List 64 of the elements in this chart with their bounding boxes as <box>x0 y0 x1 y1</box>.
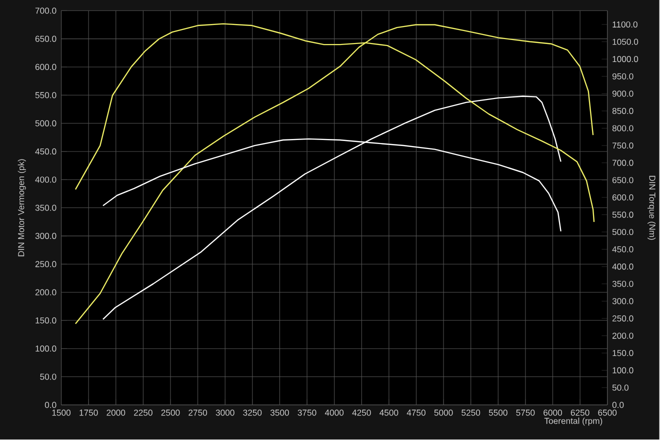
x-tick-label: 6500 <box>598 410 617 416</box>
y2-tick-label: 450.0 <box>612 246 634 253</box>
y2-tick-label: 0.0 <box>612 402 624 408</box>
x-tick-label: 1500 <box>52 410 71 416</box>
x-tick-label: 6000 <box>544 410 562 416</box>
x-tick-label: 5000 <box>434 410 453 416</box>
x-tick-label: 3250 <box>243 410 262 416</box>
y2-tick-label: 500.0 <box>612 229 634 236</box>
x-tick-label: 3500 <box>270 410 289 416</box>
y2-tick-label: 150.0 <box>612 350 634 356</box>
y-tick-label: 600.0 <box>35 64 56 70</box>
line-series <box>74 24 594 325</box>
y2-tick-label: 300.0 <box>612 298 634 304</box>
x-tick-label: 2000 <box>106 410 126 416</box>
x-tick-label: 5750 <box>516 410 535 416</box>
y2-tick-label: 950.0 <box>612 74 634 80</box>
y-tick-label: 350.0 <box>35 204 56 212</box>
y-tick-label: 200.0 <box>35 289 56 296</box>
y-tick-label: 150.0 <box>36 318 56 324</box>
y-tick-label: 400.0 <box>35 176 56 183</box>
x-tick-label: 2250 <box>134 410 152 416</box>
y2-tick-label: 750.0 <box>612 142 634 149</box>
y-tick-label: 500.0 <box>35 120 56 127</box>
y-tick-label: 250.0 <box>35 261 56 268</box>
x-tick-label: 3000 <box>216 410 234 416</box>
y2-tick-label: 400.0 <box>612 264 634 270</box>
y2-tick-label: 350.0 <box>612 281 634 288</box>
y-axis-title: DIN Motor Vermogen (pk) <box>18 159 26 256</box>
y2-axis-title: DIN Torque (Nm) <box>648 176 656 240</box>
y2-tick-label: 1100.0 <box>612 22 638 28</box>
y2-tick-label: 650.0 <box>612 177 634 184</box>
x-tick-label: 4250 <box>352 410 371 416</box>
x-tick-label: 5250 <box>462 410 480 416</box>
x-tick-label: 2750 <box>188 410 208 416</box>
y2-tick-label: 1000.0 <box>612 56 638 62</box>
y2-tick-label: 1050.0 <box>612 38 638 46</box>
y2-tick-label: 700.0 <box>612 160 634 166</box>
y-tick-label: 700.0 <box>35 8 56 14</box>
x-tick-label: 2500 <box>161 410 180 416</box>
x-tick-label: 1750 <box>80 410 98 416</box>
line-series <box>102 96 562 320</box>
y2-tick-label: 600.0 <box>612 194 634 201</box>
y2-tick-label: 250.0 <box>612 316 634 322</box>
y2-tick-label: 800.0 <box>612 125 634 132</box>
x-tick-label: 4750 <box>406 410 426 416</box>
y-tick-label: 50.0 <box>40 374 56 380</box>
x-tick-label: 3750 <box>298 410 316 416</box>
y2-tick-label: 100.0 <box>612 368 634 374</box>
x-axis-title: Toerental (rpm) <box>544 418 602 426</box>
y-tick-label: 100.0 <box>36 346 56 352</box>
x-tick-label: 4500 <box>380 410 398 416</box>
y-tick-label: 300.0 <box>35 233 56 240</box>
x-tick-label: 4000 <box>324 410 344 416</box>
y-tick-label: 550.0 <box>35 92 56 98</box>
y2-tick-label: 550.0 <box>612 212 634 218</box>
y2-tick-label: 200.0 <box>612 332 634 340</box>
y-tick-label: 450.0 <box>35 148 56 155</box>
y2-tick-label: 50.0 <box>612 384 628 391</box>
y-tick-label: 0.0 <box>44 402 56 408</box>
y2-tick-label: 900.0 <box>612 90 634 97</box>
x-tick-label: 6250 <box>570 410 590 416</box>
y2-tick-label: 850.0 <box>612 108 634 114</box>
y-tick-label: 650.0 <box>35 36 56 42</box>
x-tick-label: 5500 <box>488 410 508 416</box>
